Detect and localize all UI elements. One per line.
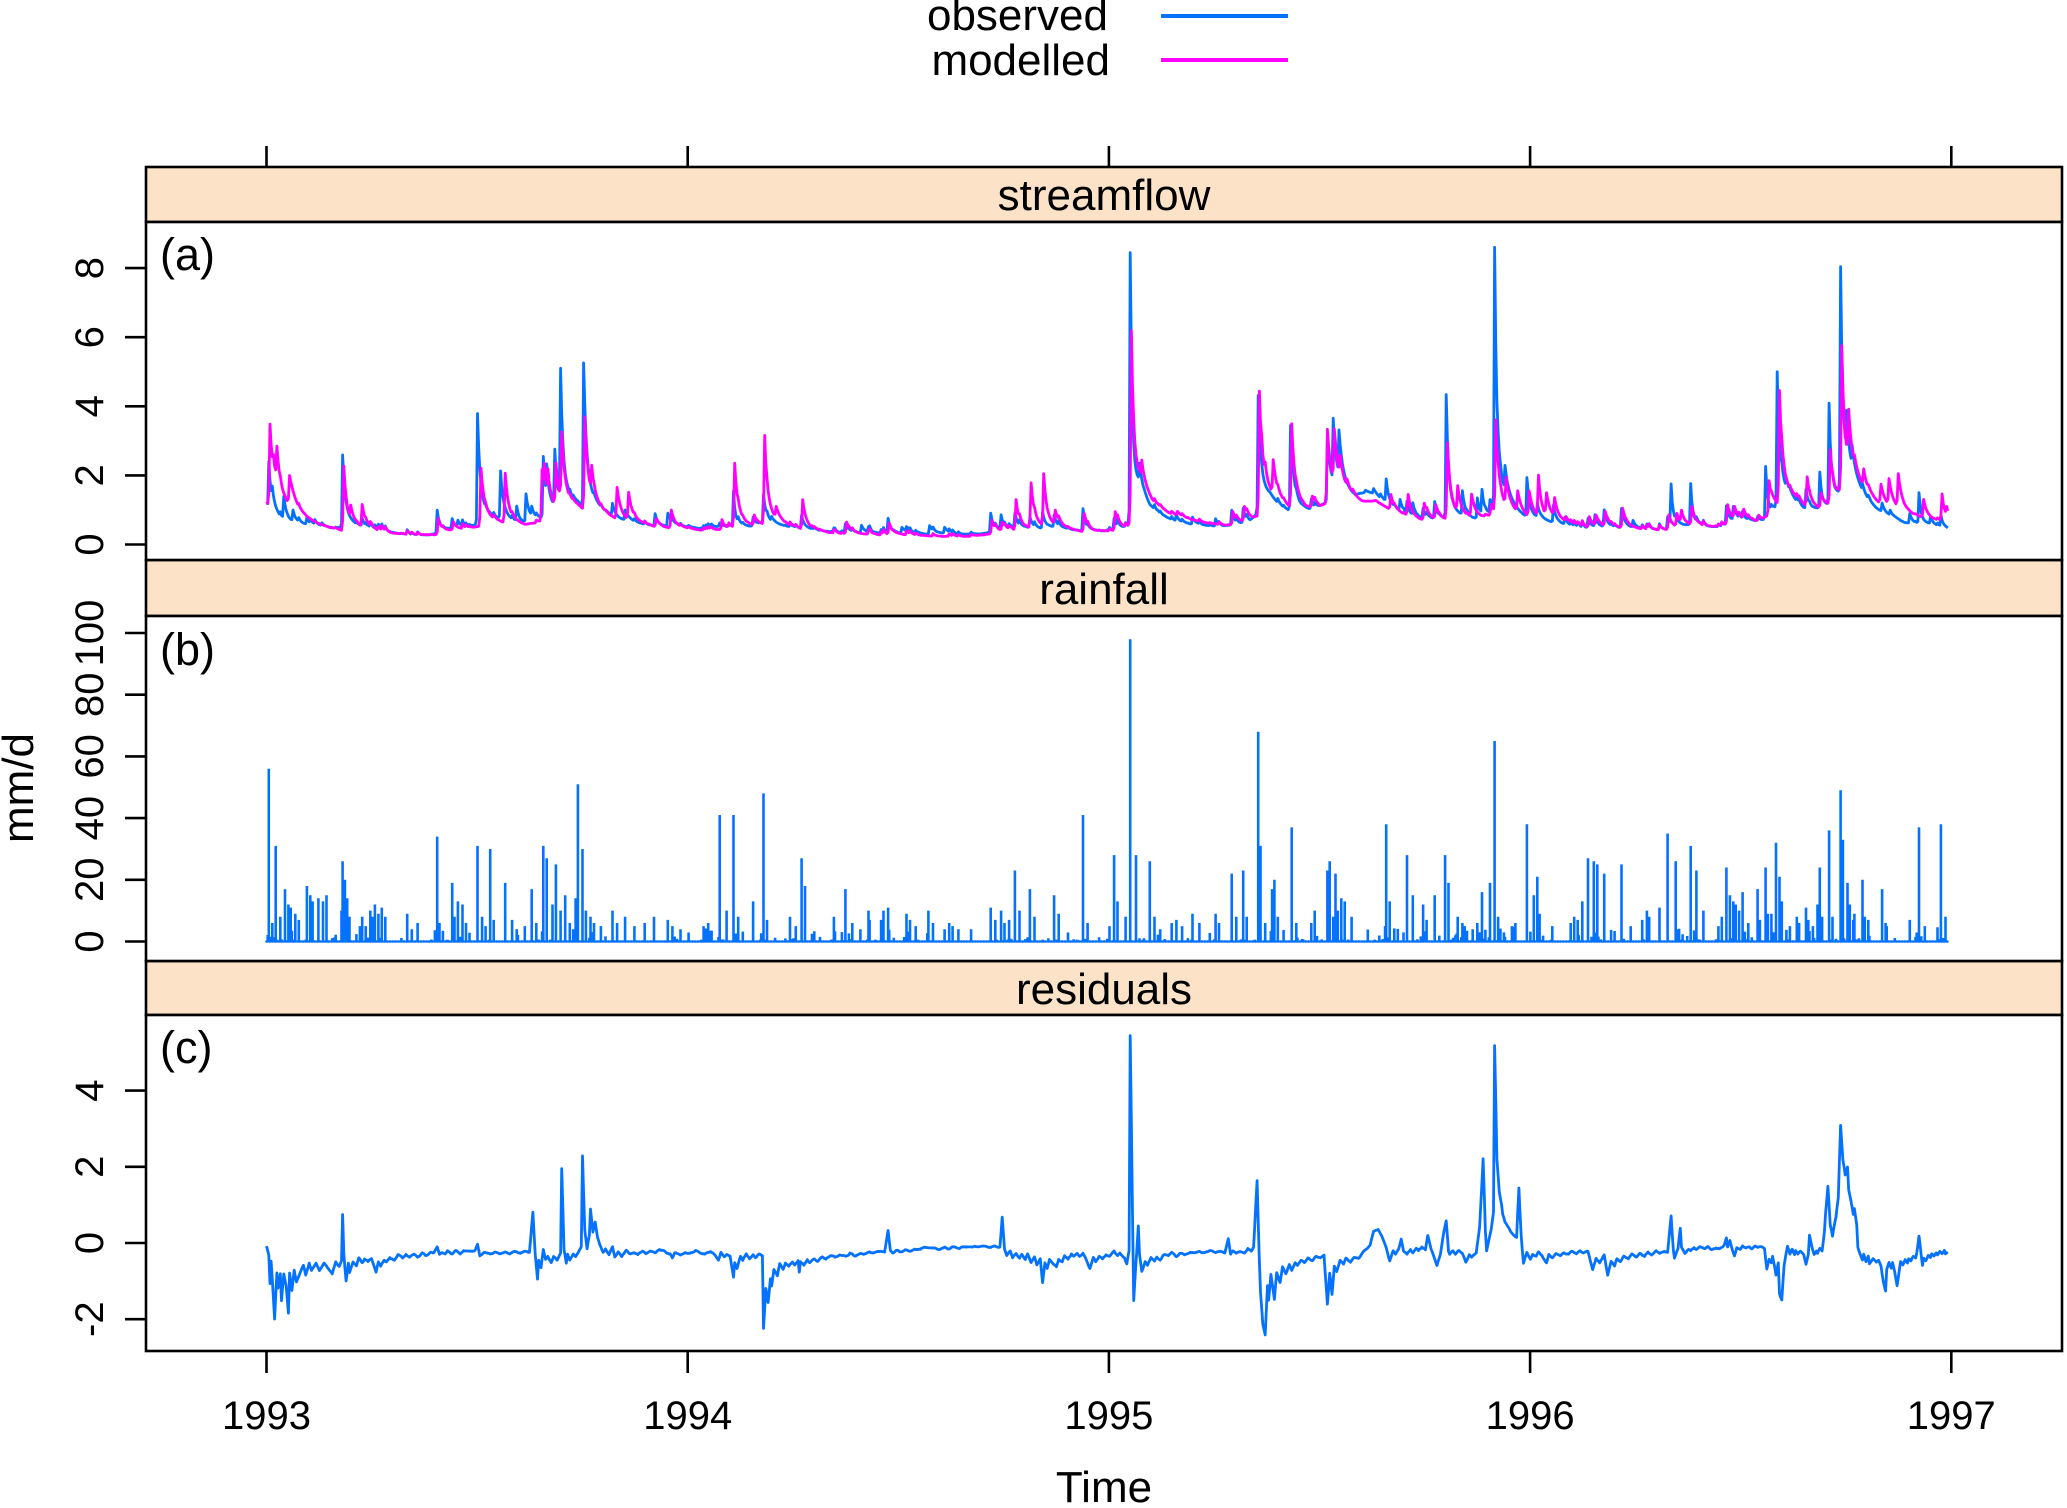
svg-text:modelled: modelled (931, 36, 1110, 85)
svg-text:rainfall: rainfall (1039, 565, 1169, 614)
svg-text:Time: Time (1056, 1463, 1152, 1503)
svg-text:1996: 1996 (1486, 1394, 1575, 1438)
svg-text:40: 40 (68, 796, 112, 841)
svg-text:residuals: residuals (1016, 965, 1192, 1014)
svg-text:streamflow: streamflow (998, 171, 1211, 220)
svg-text:1994: 1994 (643, 1394, 732, 1438)
svg-text:0: 0 (68, 533, 112, 555)
svg-text:0: 0 (68, 930, 112, 952)
svg-text:80: 80 (68, 672, 112, 717)
svg-text:mm/d: mm/d (0, 733, 43, 843)
svg-text:20: 20 (68, 858, 112, 903)
svg-text:(b): (b) (160, 624, 215, 675)
svg-text:4: 4 (68, 1079, 112, 1101)
svg-text:-2: -2 (68, 1301, 112, 1337)
svg-text:2: 2 (68, 464, 112, 486)
svg-text:1997: 1997 (1907, 1394, 1996, 1438)
svg-text:8: 8 (68, 257, 112, 279)
svg-text:(a): (a) (160, 229, 215, 280)
svg-text:6: 6 (68, 326, 112, 348)
svg-text:4: 4 (68, 395, 112, 417)
svg-text:observed: observed (927, 0, 1108, 40)
svg-text:(c): (c) (160, 1022, 212, 1073)
svg-text:1993: 1993 (222, 1394, 311, 1438)
svg-text:2: 2 (68, 1156, 112, 1178)
svg-text:60: 60 (68, 734, 112, 779)
svg-text:1995: 1995 (1064, 1394, 1153, 1438)
svg-text:0: 0 (68, 1232, 112, 1254)
svg-text:100: 100 (68, 600, 112, 667)
